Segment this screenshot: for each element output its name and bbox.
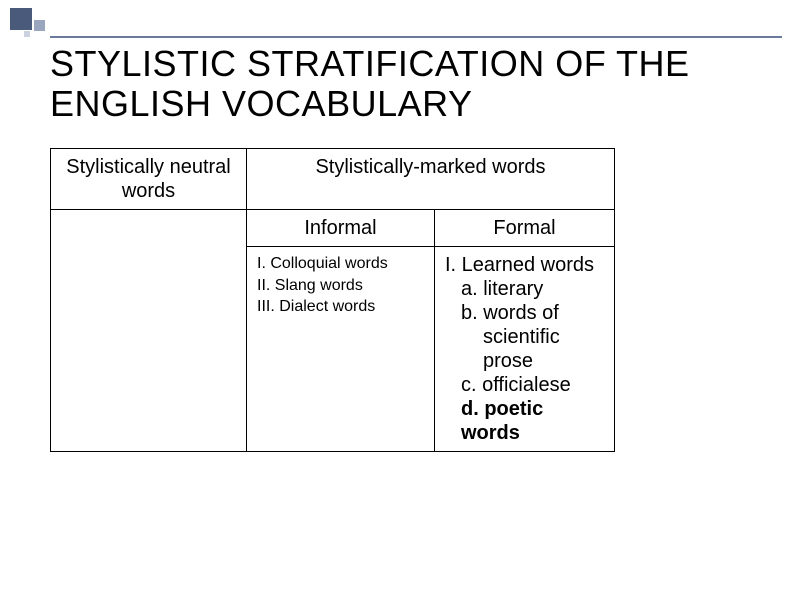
neutral-body-cell	[51, 210, 247, 452]
slide-title: STYLISTIC STRATIFICATION OF THE ENGLISH …	[50, 44, 776, 125]
informal-item: III. Dialect words	[257, 296, 424, 318]
formal-subitem: b. words of	[461, 301, 604, 325]
formal-subitem-bold: d. poetic words	[461, 397, 604, 445]
formal-cell: I. Learned words a. literary b. words of…	[435, 247, 615, 452]
header-marked: Stylistically-marked words	[247, 149, 615, 210]
header-neutral: Stylistically neutral words	[51, 149, 247, 210]
header-formal: Formal	[435, 210, 615, 247]
decor-square-icon	[24, 31, 30, 37]
formal-subitem: a. literary	[461, 277, 604, 301]
header-underline	[50, 36, 782, 38]
formal-heading: I. Learned words	[445, 253, 604, 277]
corner-decoration	[10, 8, 45, 37]
slide: STYLISTIC STRATIFICATION OF THE ENGLISH …	[0, 0, 800, 600]
formal-subitem: c. officialese	[461, 373, 604, 397]
stratification-table: Stylistically neutral words Stylisticall…	[50, 148, 614, 452]
table-row: Informal Formal	[51, 210, 615, 247]
decor-square-icon	[10, 8, 32, 30]
informal-item: I. Colloquial words	[257, 253, 424, 275]
formal-subitem-cont: scientific	[483, 325, 604, 349]
decor-square-icon	[34, 20, 45, 31]
table-row: Stylistically neutral words Stylisticall…	[51, 149, 615, 210]
header-informal: Informal	[247, 210, 435, 247]
formal-subitem-cont: prose	[483, 349, 604, 373]
informal-cell: I. Colloquial words II. Slang words III.…	[247, 247, 435, 452]
informal-item: II. Slang words	[257, 275, 424, 297]
